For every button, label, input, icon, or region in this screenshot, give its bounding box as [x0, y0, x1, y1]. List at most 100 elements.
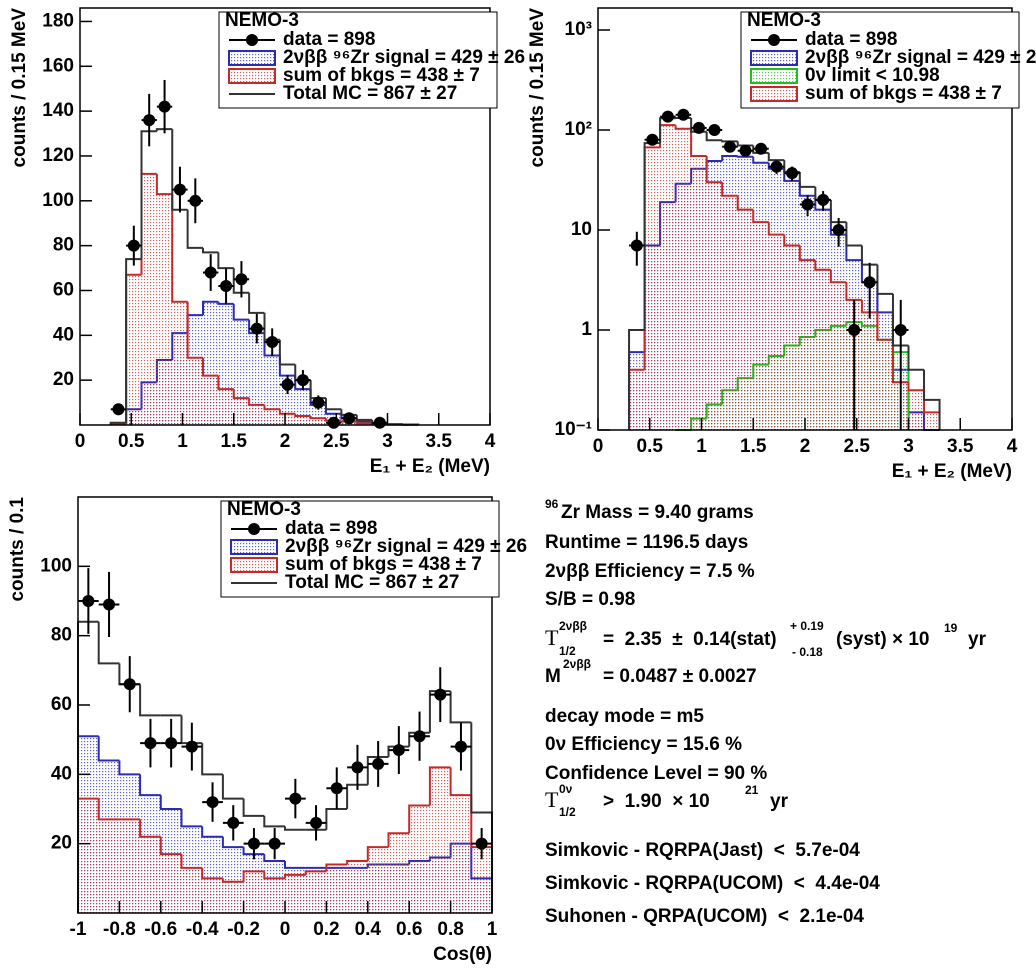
x-tick-label: 1 — [487, 919, 498, 940]
histogram-edge — [346, 783, 368, 809]
data-point — [144, 737, 157, 750]
y-tick-label: 60 — [53, 279, 74, 300]
histogram-edge — [860, 245, 878, 266]
data-point — [127, 239, 140, 252]
histogram-bin — [172, 301, 188, 425]
data-point — [327, 416, 340, 429]
data-point — [103, 598, 116, 611]
histogram-bin — [753, 222, 769, 430]
x-tick-label: -0.4 — [186, 919, 219, 940]
y-tick-label: 160 — [42, 55, 74, 76]
histogram-edge — [705, 155, 723, 184]
x-tick-label: 1.5 — [740, 436, 767, 457]
histogram-edge — [232, 303, 250, 321]
histogram-bin — [815, 269, 831, 430]
histogram-edge — [923, 369, 941, 430]
histogram-bin — [429, 767, 451, 913]
histogram-bin — [768, 234, 785, 430]
y-tick-label: 120 — [42, 145, 74, 166]
legend-label: sum of bkgs = 438 ± 7 — [285, 554, 482, 575]
histogram-bin — [691, 155, 707, 430]
histogram-edge — [860, 299, 878, 314]
histogram-edge — [242, 847, 265, 856]
histogram-edge — [263, 871, 285, 880]
histogram-bin — [264, 878, 285, 913]
data-point — [351, 761, 364, 774]
histogram-bin — [203, 375, 219, 425]
sub: - 0.18 — [792, 645, 823, 659]
data-point — [123, 678, 136, 691]
data-point — [204, 266, 217, 279]
x-tick-label: 0.8 — [437, 919, 463, 940]
histogram-bin — [830, 282, 847, 430]
histogram-bin — [264, 409, 280, 425]
histogram-bin — [877, 339, 893, 430]
data-point — [281, 378, 294, 391]
histogram-edge — [217, 252, 234, 270]
data-point — [250, 322, 263, 335]
histogram-edge — [171, 194, 188, 303]
legend-label: 2νββ ⁹⁶Zr signal = 429 ± 26 — [285, 536, 527, 557]
histogram-bin — [326, 864, 348, 913]
histogram-edge — [201, 743, 223, 776]
histogram-bin — [310, 418, 326, 425]
histogram-edge — [346, 860, 368, 865]
histogram-edge — [248, 398, 265, 406]
x-tick-label: -0.6 — [144, 919, 177, 940]
legend-label: Total MC = 867 ± 27 — [283, 83, 457, 104]
x-tick-label: 2 — [280, 431, 291, 452]
annotation: T 0ν 1/2 > 1.90 × 10 21 yr — [545, 782, 789, 819]
histogram-edge — [767, 152, 785, 162]
data-point — [220, 280, 233, 292]
legend-label: sum of bkgs = 438 ± 7 — [805, 83, 1002, 104]
histogram-edge — [125, 258, 142, 423]
panel: -1 -0.8 -0.6 -0.4 -0.2 0 0.2 0.4 0.6 0.8 1 20 40 60 80… — [7, 496, 527, 965]
histogram-edge — [294, 413, 311, 418]
legend-label: data = 898 — [805, 29, 897, 50]
histogram-edge — [907, 345, 925, 371]
histogram-edge — [217, 301, 234, 305]
x-tick-label: 4 — [485, 431, 496, 452]
data-point — [112, 403, 125, 416]
annotation: M 2νββ = 0.0487 ± 0.0027 — [545, 657, 757, 687]
histogram-bin — [264, 355, 280, 425]
legend-symbol — [228, 68, 276, 84]
legend-label: 2νββ ⁹⁶Zr signal = 429 ± 26 — [805, 47, 1036, 68]
histogram-bin — [471, 847, 492, 913]
data-point — [475, 837, 488, 850]
histogram-edge — [736, 155, 754, 158]
histogram-bin — [126, 274, 142, 425]
histogram-edge — [201, 867, 223, 880]
histogram-edge — [428, 766, 451, 806]
histogram-edge — [814, 260, 831, 271]
histogram-edge — [449, 767, 472, 797]
histogram-edge — [309, 416, 326, 420]
histogram-edge — [736, 195, 754, 211]
x-tick-label: 0.5 — [118, 431, 145, 452]
data-point — [692, 121, 705, 134]
legend-label: data = 898 — [285, 518, 377, 539]
histogram-bin — [78, 798, 99, 913]
histogram-edge — [221, 836, 244, 849]
symbol: T — [545, 787, 559, 812]
data-point — [206, 796, 219, 809]
histogram-edge — [829, 269, 847, 284]
histogram-edge — [891, 339, 909, 384]
histogram-edge — [139, 774, 161, 797]
data-point — [373, 416, 386, 429]
histogram-edge — [248, 292, 265, 314]
histogram-edge — [186, 209, 203, 249]
histogram-edge — [140, 130, 157, 260]
histogram-edge — [186, 301, 203, 359]
x-tick-label: 0.6 — [396, 919, 422, 940]
text-panel: 96 Zr Mass = 9.40 grams Runtime = 1196.5 … — [545, 497, 987, 927]
histogram-edge — [242, 870, 265, 882]
histogram-bin — [249, 404, 265, 425]
annotation: decay mode = m5 — [545, 706, 704, 727]
histogram-edge — [263, 815, 285, 828]
sup: + 0.19 — [790, 619, 824, 633]
x-axis-label: E₁ + E₂ (MeV) — [370, 456, 490, 477]
histogram-bin — [187, 357, 203, 425]
